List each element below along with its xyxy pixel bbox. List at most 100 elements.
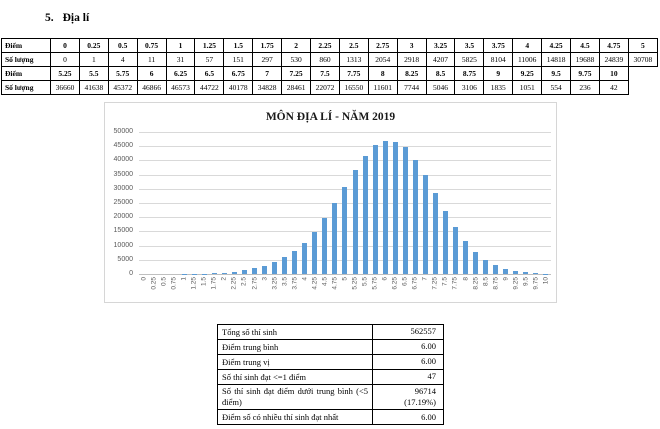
- x-axis-tick: 6: [380, 275, 390, 301]
- x-axis-tick: 2.25: [229, 275, 239, 301]
- bar-slot: [199, 132, 209, 274]
- bar-slot: [330, 132, 340, 274]
- score-table-cell: 554: [541, 80, 572, 95]
- score-table-cell: 8104: [483, 52, 514, 67]
- score-table-cell: 0.25: [78, 38, 109, 53]
- bar-4.75: [332, 203, 338, 274]
- score-table-cell: 3106: [454, 80, 485, 95]
- x-axis-tick-label: 7.25: [431, 277, 439, 290]
- bar-2.5: [241, 270, 247, 274]
- score-table-cell: 40178: [223, 80, 254, 95]
- score-table-cell: 36660: [50, 80, 80, 95]
- x-axis-tick: 8: [461, 275, 471, 301]
- summary-label: Điểm trung bình: [217, 339, 373, 355]
- summary-row: Số thí sinh đạt <=1 điểm 47: [217, 369, 444, 385]
- bar-slot: [450, 132, 460, 274]
- score-table-cell: 530: [281, 52, 312, 67]
- bar-8.75: [493, 265, 499, 274]
- x-axis-tick: 8.75: [491, 275, 501, 301]
- x-axis-tick: 9: [501, 275, 511, 301]
- score-table-cell: 3: [396, 38, 427, 53]
- summary-row: Tổng số thí sinh 562557: [217, 324, 444, 340]
- x-axis-tick: 2: [219, 275, 229, 301]
- bar-8: [463, 241, 469, 274]
- x-axis-tick: 7.5: [440, 275, 450, 301]
- x-axis-tick-label: 8: [462, 277, 470, 281]
- score-table-cell: 10: [598, 66, 629, 81]
- bar-slot: [471, 132, 481, 274]
- score-table-cell: 42: [598, 80, 629, 95]
- score-table-cell: 46866: [136, 80, 167, 95]
- x-axis-tick: 3.25: [270, 275, 280, 301]
- x-axis-tick-label: 6: [381, 277, 389, 281]
- y-axis-tick-label: 5000: [117, 255, 133, 263]
- bar-slot: [219, 132, 229, 274]
- score-table-cell: 4.5: [570, 38, 600, 53]
- chart-bars: [139, 132, 551, 274]
- bar-slot: [400, 132, 410, 274]
- section-title: Địa lí: [62, 12, 90, 24]
- score-table-cell: 5046: [425, 80, 456, 95]
- bar-slot: [290, 132, 300, 274]
- bar-slot: [521, 132, 531, 274]
- score-table-cell: 2.25: [310, 38, 340, 53]
- score-table-cell: 1: [165, 38, 196, 53]
- bar-7.5: [442, 211, 448, 274]
- score-table-cell: 5.5: [78, 66, 109, 81]
- summary-value-line1: 6.00: [421, 411, 436, 422]
- score-table-cell: 7.25: [281, 66, 312, 81]
- summary-label: Điểm số có nhiều thí sinh đạt nhất: [217, 409, 373, 426]
- x-axis-tick: 4.75: [330, 275, 340, 301]
- x-axis-tick-label: 2.5: [240, 277, 248, 287]
- x-axis-tick-label: 5: [341, 277, 349, 281]
- y-axis-tick-label: 30000: [113, 184, 133, 192]
- score-table-cell: 2918: [396, 52, 427, 67]
- summary-table: Tổng số thí sinh 562557 Điểm trung bình 6.0…: [217, 324, 444, 426]
- empty-cell: [628, 81, 657, 95]
- score-table-cell: 4207: [425, 52, 456, 67]
- x-axis-tick: 1.75: [209, 275, 219, 301]
- x-axis-tick: 9.5: [521, 275, 531, 301]
- bar-slot: [481, 132, 491, 274]
- summary-row: Điểm số có nhiều thí sinh đạt nhất 6.00: [217, 409, 444, 426]
- summary-value: 6.00: [372, 354, 444, 370]
- bar-6.75: [412, 159, 418, 274]
- bar-slot: [501, 132, 511, 274]
- score-table-cell: 16550: [338, 80, 369, 95]
- score-table-cell: 2: [281, 38, 312, 53]
- bar-9.75: [533, 273, 539, 274]
- x-axis-tick-label: 3.25: [271, 277, 279, 290]
- x-axis-tick: 7: [420, 275, 430, 301]
- score-table-cell: 8.25: [396, 66, 427, 81]
- x-axis-tick: 6.5: [400, 275, 410, 301]
- bar-5.5: [362, 155, 368, 274]
- x-axis-tick: 0.75: [169, 275, 179, 301]
- summary-value: 6.00: [372, 409, 444, 426]
- gridline: [139, 146, 551, 148]
- x-axis-tick-label: 9.5: [522, 277, 530, 287]
- y-axis-tick-label: 35000: [113, 170, 133, 178]
- bar-slot: [420, 132, 430, 274]
- bar-5: [342, 186, 348, 274]
- x-axis-tick: 3: [260, 275, 270, 301]
- score-table-cell: 0: [50, 52, 80, 67]
- bar-7: [422, 175, 428, 274]
- x-axis-tick-label: 7.5: [441, 277, 449, 287]
- summary-value: 96714 (17.19%): [372, 383, 444, 411]
- section-number: 5.: [45, 12, 54, 24]
- score-table-cell: 3.5: [454, 38, 485, 53]
- score-table-cell: 11: [136, 52, 167, 67]
- bar-slot: [149, 132, 159, 274]
- x-axis-tick: 7.75: [450, 275, 460, 301]
- bar-3.25: [272, 262, 278, 274]
- x-axis-tick-label: 9: [502, 277, 510, 281]
- x-axis-tick: 8.5: [481, 275, 491, 301]
- bar-1.75: [211, 273, 217, 274]
- bar-slot: [531, 132, 541, 274]
- x-axis-tick-label: 5.75: [371, 277, 379, 290]
- x-axis-tick-label: 9.25: [512, 277, 520, 290]
- y-axis-tick-label: 50000: [113, 128, 133, 135]
- bar-slot: [159, 132, 169, 274]
- score-table-cell: 14818: [541, 52, 572, 67]
- x-axis-tick-label: 6.25: [391, 277, 399, 290]
